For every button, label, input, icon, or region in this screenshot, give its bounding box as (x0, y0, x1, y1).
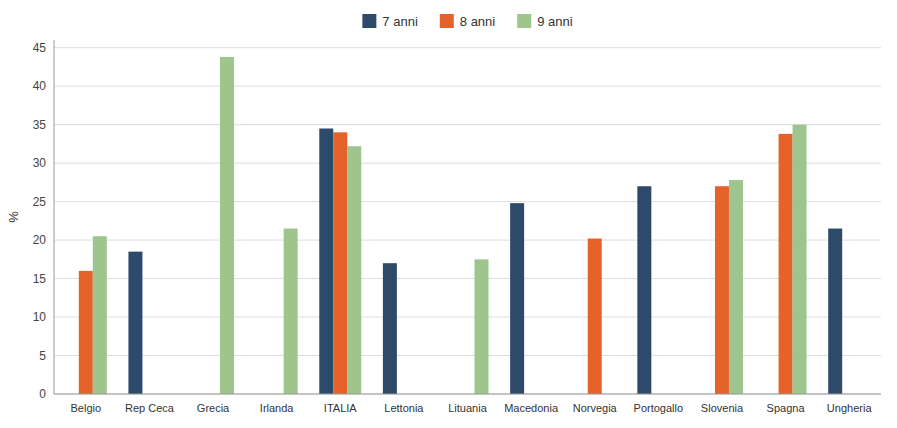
x-tick-label: ITALIA (324, 402, 357, 414)
x-tick-label: Slovenia (701, 402, 744, 414)
bar (510, 203, 524, 394)
legend-swatch (440, 14, 454, 28)
y-tick-label: 20 (33, 233, 47, 247)
x-tick-label: Lettonia (384, 402, 424, 414)
bar (79, 271, 93, 394)
bar (588, 239, 602, 394)
y-tick-label: 40 (33, 79, 47, 93)
grid-line (54, 278, 881, 279)
y-tick-label: 25 (33, 195, 47, 209)
y-axis-label: % (6, 211, 21, 223)
bar (284, 229, 298, 394)
grid-line (54, 394, 881, 395)
x-tick-label: Irlanda (260, 402, 295, 414)
grid-line (54, 47, 881, 48)
y-tick-label: 35 (33, 118, 47, 132)
y-tick-label: 5 (39, 349, 46, 363)
grid (54, 48, 881, 394)
x-tick-label: Belgio (71, 402, 102, 414)
x-tick-label: Grecia (197, 402, 230, 414)
y-tick-label: 10 (33, 310, 47, 324)
y-axis-line (54, 40, 55, 394)
x-tick-label: Macedonia (504, 402, 559, 414)
bar (828, 229, 842, 394)
legend-label: 9 anni (537, 14, 573, 29)
bar (383, 263, 397, 394)
legend-label: 8 anni (460, 14, 496, 29)
grid-line (54, 86, 881, 87)
grid-line (54, 163, 881, 164)
background (0, 0, 897, 428)
bar (779, 134, 793, 394)
y-tick-label: 30 (33, 156, 47, 170)
grid-line (54, 240, 881, 241)
grid-line (54, 317, 881, 318)
bar (93, 236, 107, 394)
bar (793, 125, 807, 394)
bar (128, 252, 142, 394)
bar (220, 57, 234, 394)
y-tick-label: 15 (33, 272, 47, 286)
legend-swatch (517, 14, 531, 28)
y-tick-label: 45 (33, 41, 47, 55)
bar (474, 259, 488, 394)
legend: 7 anni 8 anni 9 anni (362, 14, 572, 29)
x-tick-label: Lituania (448, 402, 487, 414)
x-tick-label: Norvegia (573, 402, 618, 414)
grid-line (54, 201, 881, 202)
bar (637, 186, 651, 394)
bar (333, 132, 347, 394)
x-axis-line (54, 394, 881, 395)
bar (715, 186, 729, 394)
legend-label: 7 anni (382, 14, 418, 29)
y-tick-label: 0 (39, 387, 46, 401)
x-tick-label: Ungheria (827, 402, 873, 414)
bar (729, 180, 743, 394)
x-tick-label: Portogallo (634, 402, 684, 414)
grid-line (54, 124, 881, 125)
legend-swatch (362, 14, 376, 28)
grid-line (54, 355, 881, 356)
x-tick-label: Rep Ceca (125, 402, 175, 414)
x-tick-label: Spagna (767, 402, 806, 414)
bar (319, 129, 333, 395)
bar (347, 146, 361, 394)
chart: 0 5 10 15 20 25 30 35 40 45 Belgio Rep Ceca Grecia Ir… (0, 0, 897, 428)
